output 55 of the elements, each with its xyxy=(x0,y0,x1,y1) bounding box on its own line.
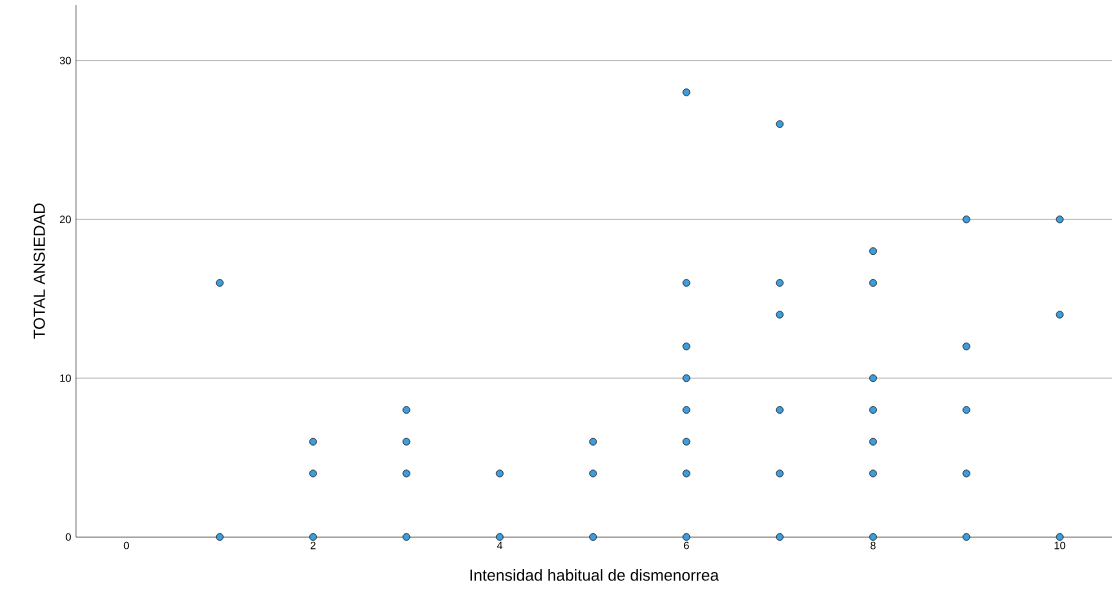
point xyxy=(962,533,971,541)
point xyxy=(962,406,971,414)
point xyxy=(775,469,784,478)
point xyxy=(1055,215,1064,224)
point xyxy=(775,310,784,319)
point xyxy=(215,533,224,541)
point xyxy=(589,533,597,541)
point xyxy=(869,247,877,255)
point xyxy=(682,437,691,446)
y-tick-label: 10 xyxy=(60,374,71,382)
point xyxy=(682,88,691,97)
point xyxy=(869,437,877,446)
y-tick-label: 30 xyxy=(59,56,71,65)
y-axis-title: TOTAL ANSIEDAD xyxy=(33,203,45,339)
x-tick-label: 2 xyxy=(310,541,316,550)
x-tick-label: 8 xyxy=(870,541,876,550)
point xyxy=(309,533,317,541)
point xyxy=(589,469,597,478)
x-tick-label: 10 xyxy=(1054,541,1066,550)
point xyxy=(402,406,411,414)
point xyxy=(869,374,877,383)
point xyxy=(215,279,224,287)
point xyxy=(869,406,877,414)
point xyxy=(775,533,784,541)
point xyxy=(962,342,971,351)
point xyxy=(682,406,691,414)
y-tick-label: 0 xyxy=(65,533,71,541)
point xyxy=(309,469,317,478)
point xyxy=(402,533,411,541)
point xyxy=(402,437,411,446)
point xyxy=(962,215,971,224)
x-axis-title: Intensidad habitual de dismenorrea xyxy=(470,569,719,581)
point xyxy=(495,469,504,478)
x-tick-label: 4 xyxy=(497,541,503,550)
x-tick-label: 0 xyxy=(123,541,129,550)
point xyxy=(962,469,971,478)
point xyxy=(869,279,877,287)
point xyxy=(869,533,877,541)
x-tick-label: 6 xyxy=(683,541,689,550)
point xyxy=(682,342,691,351)
point xyxy=(1055,310,1064,319)
point xyxy=(775,279,784,287)
point xyxy=(775,120,784,128)
point xyxy=(495,533,504,541)
point xyxy=(402,469,411,478)
point xyxy=(682,469,691,478)
point xyxy=(309,437,317,446)
point xyxy=(1055,533,1064,541)
point xyxy=(682,374,691,383)
y-tick-label: 20 xyxy=(59,215,71,224)
point xyxy=(869,469,877,478)
point xyxy=(682,533,691,541)
point xyxy=(589,437,597,446)
point xyxy=(682,279,691,287)
point xyxy=(775,406,784,414)
